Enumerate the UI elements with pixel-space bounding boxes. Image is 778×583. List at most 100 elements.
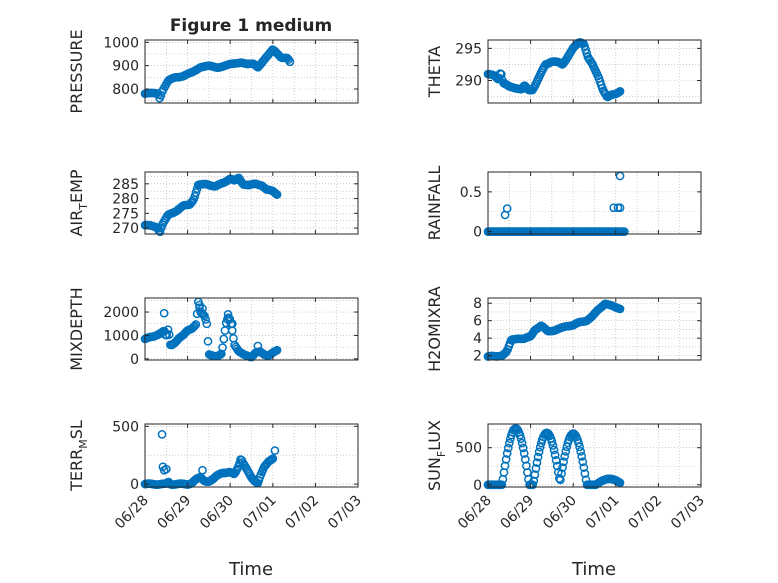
axes-box (487, 297, 702, 361)
data-point (497, 480, 507, 490)
data-point (532, 458, 542, 467)
data-point (202, 319, 212, 329)
y-axis-label: MIXDEPTH (67, 287, 86, 370)
data-point (163, 325, 173, 335)
x-axis-label-left: Time (228, 559, 273, 580)
data-point (496, 69, 506, 79)
data-point (578, 457, 588, 467)
y-tick-label: 1000 (103, 328, 139, 344)
x-tick-label: 06/29 (155, 493, 195, 533)
y-axis-label: RAINFALL (425, 166, 444, 241)
data-point (619, 227, 629, 236)
panel-sun-flux: 0 500 06/28 06/29 06/30 07/01 07/02 07/03 SUNFLU… (425, 420, 708, 532)
x-tick-label: 07/03 (325, 493, 365, 533)
data-point (270, 188, 280, 198)
data-point (528, 480, 538, 490)
panel-rainfall: 0 0.5 RAINFALL (425, 166, 702, 241)
y-tick-label: 295 (455, 41, 482, 57)
data-point (285, 57, 295, 67)
x-axis-label-right: Time (571, 559, 616, 580)
data-point (268, 454, 278, 463)
y-axis-label: TERRMSL (67, 420, 90, 492)
data-point (518, 443, 528, 453)
axes-box (144, 297, 359, 361)
y-tick-label: 4 (473, 331, 482, 347)
y-tick-label: 1000 (103, 35, 139, 51)
y-tick-label: 0 (473, 225, 482, 241)
data-point (615, 478, 625, 488)
axes-box (144, 39, 359, 104)
x-tick-label: 07/02 (282, 493, 322, 533)
y-tick-label: 2 (473, 349, 482, 365)
x-tick-label: 06/28 (112, 493, 152, 533)
data-point (579, 463, 589, 472)
y-tick-label: 6 (473, 314, 482, 330)
y-tick-label: 500 (112, 419, 139, 435)
data-point (555, 474, 564, 483)
y-tick-label: 800 (112, 82, 139, 98)
data-point (559, 457, 568, 467)
data-point (161, 464, 171, 474)
x-tick-label: 06/29 (498, 493, 538, 533)
data-point (503, 443, 513, 453)
y-tick-label: 0 (130, 477, 139, 493)
axes-box (487, 39, 702, 104)
data-point (580, 469, 590, 478)
y-tick-label: 290 (455, 74, 482, 90)
y-tick-label: 500 (455, 441, 482, 457)
data-point (190, 321, 200, 331)
y-axis-label: SUNFLUX (425, 420, 448, 491)
data-point (557, 469, 566, 478)
data-point (223, 310, 233, 319)
data-point (191, 320, 201, 329)
data-point (577, 452, 587, 461)
data-point (552, 461, 562, 471)
data-point (198, 304, 207, 313)
data-point (203, 336, 213, 346)
panel-theta: 290 295 THETA (425, 38, 702, 104)
x-tick-label: 06/30 (197, 493, 237, 533)
data-point (272, 345, 282, 355)
data-point (229, 333, 238, 343)
data-point (201, 315, 210, 324)
data-point (547, 437, 557, 446)
x-tick-label: 07/02 (625, 493, 665, 533)
axes-box (487, 423, 702, 488)
data-point (533, 452, 543, 462)
data-point (198, 465, 207, 475)
panel-terr-msl: 0 500 06/28 06/29 06/30 07/01 07/02 07/03 TERRMS… (67, 419, 365, 532)
data-point (561, 447, 571, 456)
data-point (529, 476, 539, 486)
x-tick-label: 06/30 (540, 493, 580, 533)
data-point (516, 434, 526, 444)
data-point (253, 341, 263, 351)
x-tick-label: 06/28 (455, 493, 495, 533)
axes-box (144, 423, 359, 488)
y-axis-label: AIRTEMP (67, 169, 90, 236)
data-point (534, 447, 544, 457)
data-point (502, 204, 512, 213)
data-point (517, 438, 527, 448)
y-tick-label: 0 (473, 478, 482, 494)
y-tick-label: 285 (112, 177, 139, 193)
data-point (515, 430, 525, 440)
data-point (615, 203, 625, 213)
x-tick-label: 07/03 (668, 493, 708, 533)
y-tick-label: 0.5 (460, 185, 482, 201)
data-point (549, 445, 559, 455)
data-point (615, 304, 625, 314)
data-point (272, 190, 282, 199)
data-point (164, 330, 174, 339)
data-point (198, 310, 208, 319)
data-point (227, 319, 237, 329)
data-point (197, 308, 207, 318)
data-point (576, 447, 586, 456)
data-point (558, 463, 567, 472)
y-tick-label: 8 (473, 296, 482, 312)
data-point (190, 191, 200, 201)
data-point (225, 314, 235, 324)
data-point (615, 171, 625, 181)
